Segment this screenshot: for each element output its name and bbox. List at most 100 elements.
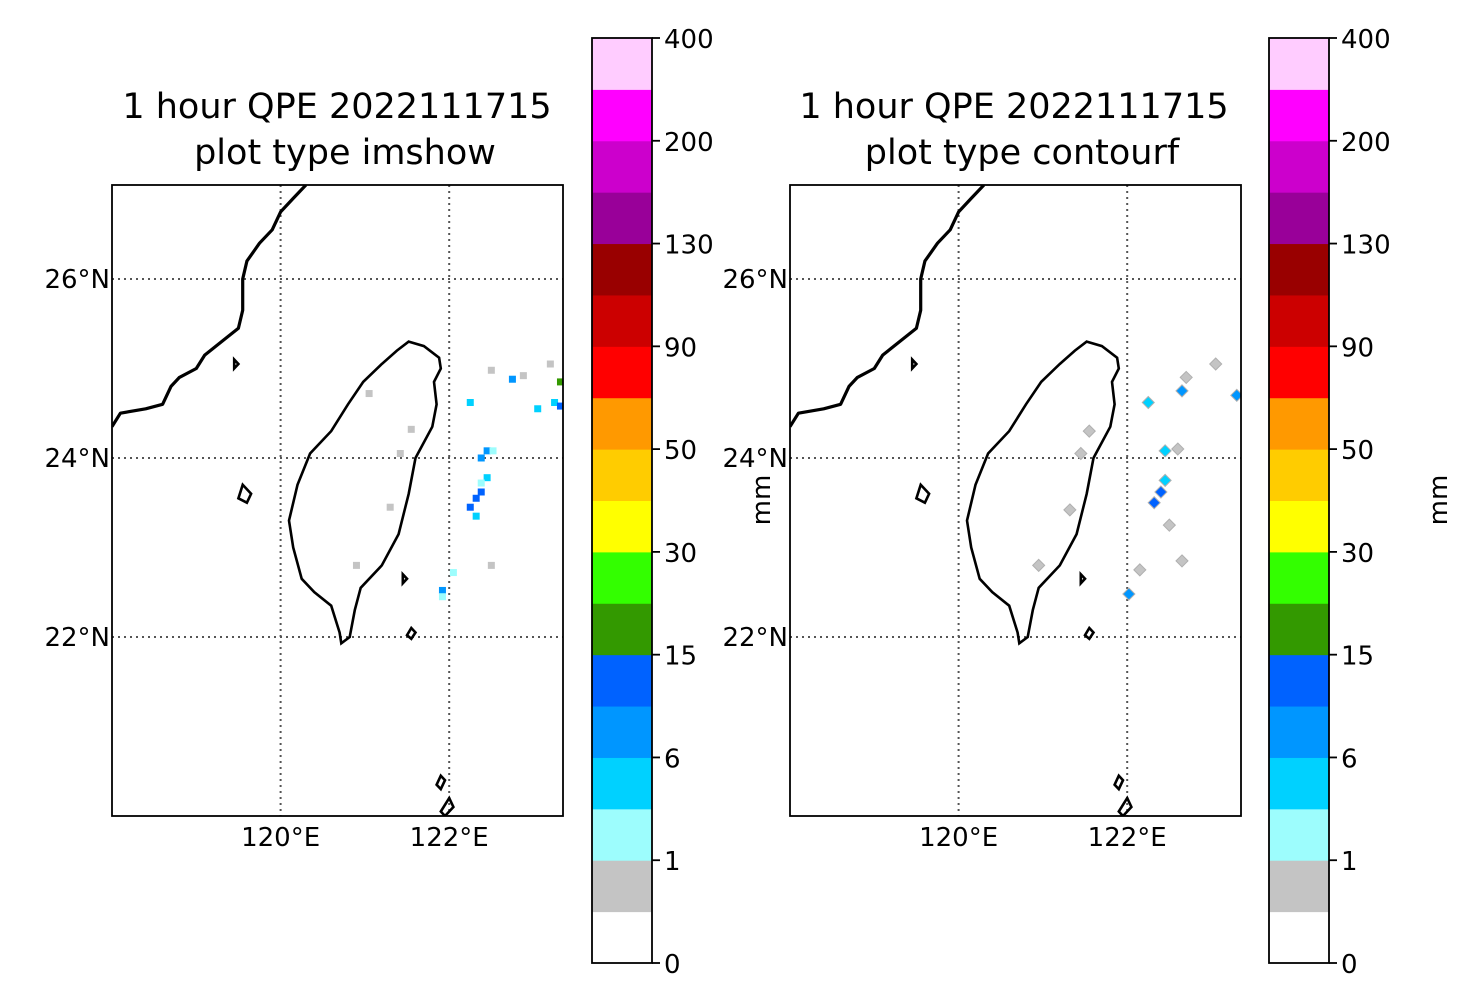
left-title: 1 hour QPE 2022111715 [122, 87, 551, 127]
colorbar-frame [591, 37, 653, 964]
left-precip-cells [352, 360, 563, 601]
colorbar-bin-15 [1269, 140, 1329, 193]
right-title: 1 hour QPE 2022111715 [799, 87, 1228, 127]
right-axes-frame [789, 184, 1242, 817]
precip-cell-15 [508, 375, 516, 383]
colorbar-tick-label-7: 130 [1341, 231, 1391, 261]
right-y-ticks: 26°N 24°N 22°N [722, 265, 788, 653]
colorbar-bin-17 [1269, 38, 1329, 90]
colorbar-tick-label-4: 30 [1341, 539, 1374, 569]
colorbar-bin-10 [1269, 397, 1329, 450]
left-colorbar-label: mm [747, 475, 777, 526]
colorbar-frame [1268, 37, 1330, 964]
colorbar-bin-0 [592, 911, 652, 964]
colorbar-bin-5 [592, 654, 652, 707]
coastline-island-5 [232, 356, 241, 372]
colorbar-bin-4 [592, 706, 652, 758]
precip-cell-7 [472, 494, 480, 502]
left-axes-frame [111, 184, 564, 817]
colorbar-tick-label-0: 0 [1341, 950, 1358, 980]
precip-cell-3 [477, 454, 485, 462]
precip-cell-8 [1133, 563, 1147, 577]
colorbar-tick-label-7: 130 [664, 231, 714, 261]
y-tick-label-2: 22°N [44, 623, 110, 653]
colorbar-bin-0 [1269, 911, 1329, 964]
left-colorbar: 0 1 6 15 30 50 90 130 200 400 [591, 25, 714, 980]
colorbar-bin-13 [1269, 243, 1329, 296]
coastline-island-2 [1113, 773, 1125, 792]
colorbar-bin-6 [592, 603, 652, 656]
coastline-island-5 [910, 356, 919, 372]
precip-cell-2 [489, 447, 497, 455]
colorbar-bin-15 [592, 140, 652, 193]
precip-cell-7 [1175, 554, 1189, 568]
colorbar-tick-label-9: 400 [664, 25, 714, 55]
precip-cell-20 [556, 378, 563, 386]
precip-cell-17 [1031, 558, 1046, 573]
colorbar-bin-14 [592, 192, 652, 245]
colorbar-tick-label-8: 200 [664, 128, 714, 158]
precip-cell-5 [477, 479, 485, 487]
coastline-island-2 [435, 773, 447, 792]
precip-cell-4 [483, 474, 491, 482]
colorbar-bin-2 [592, 808, 652, 861]
colorbar-bin-5 [1269, 654, 1329, 707]
colorbar-bin-16 [1269, 89, 1329, 142]
precip-cell-18 [551, 398, 559, 406]
precip-cell-0 [466, 398, 474, 406]
colorbar-bin-12 [592, 294, 652, 347]
coastline-island-0 [236, 482, 253, 505]
precip-cell-25 [352, 561, 360, 569]
colorbar-tick-label-9: 400 [1341, 25, 1391, 55]
precip-cell-12 [1209, 357, 1223, 371]
colorbar-bin-1 [592, 860, 652, 913]
coastline-island-1 [405, 625, 418, 641]
colorbar-bin-17 [592, 38, 652, 90]
colorbar-tick-label-8: 200 [1341, 128, 1391, 158]
precip-cell-9 [1122, 587, 1136, 601]
coastline-island-0 [914, 482, 931, 505]
coastline-mainland [112, 185, 308, 428]
precip-cell-22 [407, 425, 415, 433]
precip-cell-10 [487, 561, 495, 569]
precip-cell-12 [438, 586, 446, 594]
colorbar-tick-label-5: 50 [664, 436, 697, 466]
precip-cell-16 [1063, 503, 1077, 517]
colorbar-tick-label-2: 6 [664, 744, 681, 774]
right-colorbar-label: mm [1424, 475, 1454, 526]
colorbar-bin-7 [592, 551, 652, 604]
colorbar-bin-4 [1269, 706, 1329, 758]
coastline-island-4 [1079, 571, 1087, 587]
precip-cell-21 [546, 360, 554, 368]
precip-cell-15 [1074, 446, 1088, 461]
x-tick-label-0: 120°E [241, 823, 320, 853]
precip-cell-14 [1082, 424, 1096, 438]
coastline-island-1 [1083, 625, 1096, 641]
right-coastlines [790, 185, 1133, 816]
precip-cell-4 [1154, 485, 1168, 499]
right-colorbar: 0 1 6 15 30 50 90 130 200 400 [1268, 25, 1391, 980]
y-tick-label-0: 26°N [44, 265, 110, 295]
precip-cell-6 [1162, 518, 1177, 532]
precip-cell-0 [1141, 395, 1155, 410]
coastline-island-4 [401, 571, 409, 587]
colorbar-tick-label-6: 90 [664, 333, 697, 363]
right-x-ticks: 120°E 122°E [919, 823, 1167, 853]
y-tick-label-1: 24°N [44, 444, 110, 474]
colorbar-bin-14 [1269, 192, 1329, 245]
colorbar-tick-label-3: 15 [664, 642, 697, 672]
precip-cell-17 [534, 405, 542, 413]
precip-cell-24 [386, 503, 394, 511]
coastline-taiwan [287, 340, 443, 646]
left-subtitle: plot type imshow [194, 133, 496, 173]
y-tick-label-0: 26°N [722, 265, 788, 295]
precip-cell-14 [487, 366, 495, 374]
precip-cell-5 [1147, 496, 1161, 510]
left-coastlines [112, 185, 455, 816]
y-tick-label-2: 22°N [722, 623, 788, 653]
colorbar-tick-label-2: 6 [1341, 744, 1358, 774]
left-y-ticks: 26°N 24°N 22°N [44, 265, 110, 653]
colorbar-bin-9 [1269, 449, 1329, 501]
colorbar-tick-label-6: 90 [1341, 333, 1374, 363]
